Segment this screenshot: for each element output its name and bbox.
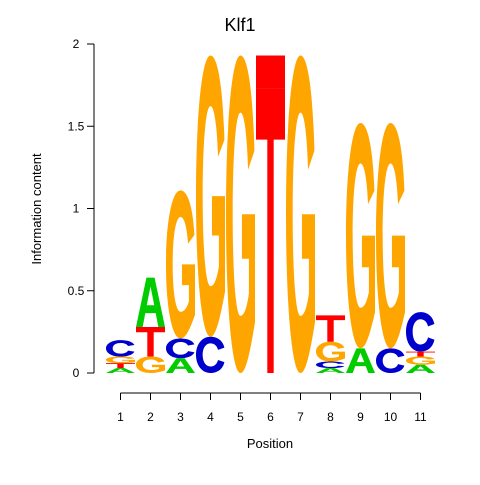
logo-letter-c-pos-3 — [166, 338, 195, 359]
x-tick-label: 8 — [327, 410, 334, 424]
y-tick-label: 0 — [73, 366, 80, 380]
logo-letter-g-pos-3 — [166, 190, 195, 339]
logo-letter-g-pos-2 — [136, 356, 165, 373]
logo-letter-g-pos-4 — [196, 55, 225, 337]
logo-letter-g-pos-10 — [376, 122, 405, 349]
x-tick-label: 3 — [177, 410, 184, 424]
axes: 0 0.5 1 1.5 2 1 2 3 4 5 6 7 8 9 10 11 — [68, 37, 427, 424]
y-tick-label: 2 — [73, 37, 80, 51]
y-tick-label: 0.5 — [68, 284, 85, 298]
x-tick-label: 6 — [267, 410, 274, 424]
logo-letter-c-pos-4 — [196, 336, 225, 373]
y-tick-label: 1.5 — [68, 119, 85, 133]
logo-letter-g-pos-1 — [106, 356, 135, 364]
logo-letter-g-pos-5 — [226, 55, 255, 373]
y-axis-label: Information content — [29, 153, 44, 265]
logo-letter-c-pos-1 — [106, 340, 135, 357]
logo-letter-t-pos-6 — [256, 55, 285, 89]
x-tick-label: 10 — [384, 410, 398, 424]
logo-letter-g-pos-9 — [346, 122, 375, 349]
logo-letter-a-pos-11 — [406, 364, 435, 373]
logo-letter-g-pos-11 — [406, 356, 435, 365]
logo-letter-t-pos-8 — [316, 315, 345, 342]
x-tick-label: 5 — [237, 410, 244, 424]
logo-letters — [106, 55, 435, 373]
logo-letter-a-pos-1 — [106, 368, 135, 373]
logo-letter-c-pos-11 — [406, 312, 435, 352]
logo-letter-t-pos-2 — [136, 326, 165, 357]
x-tick-label: 4 — [207, 410, 214, 424]
x-tick-label: 2 — [147, 410, 154, 424]
logo-letter-a-pos-2 — [136, 277, 165, 327]
logo-letter-a-pos-3 — [166, 358, 195, 373]
logo-letter-t-pos-1 — [106, 363, 135, 369]
logo-letter-a-pos-9 — [346, 348, 375, 373]
x-axis-label: Position — [247, 436, 293, 451]
x-tick-label: 1 — [117, 410, 124, 424]
logo-letter-t-pos-11 — [406, 351, 435, 357]
chart-title: Klf1 — [224, 15, 255, 35]
logo-letter-t-pos-6 — [256, 88, 285, 373]
logo-letter-g-pos-8 — [316, 341, 345, 362]
x-tick-label: 7 — [297, 410, 304, 424]
y-tick-label: 1 — [73, 202, 80, 216]
x-tick-label: 11 — [414, 410, 427, 424]
logo-letter-g-pos-7 — [286, 55, 315, 373]
x-tick-label: 9 — [357, 410, 364, 424]
logo-letter-c-pos-8 — [316, 361, 345, 369]
logo-letter-a-pos-8 — [316, 368, 345, 373]
logo-letter-c-pos-10 — [376, 348, 405, 373]
